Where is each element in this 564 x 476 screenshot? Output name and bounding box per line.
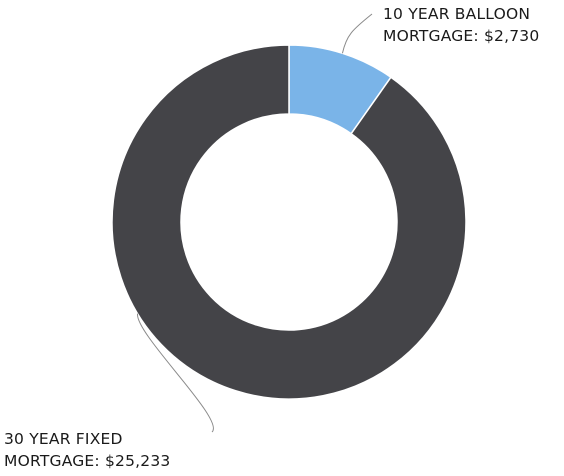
data-label-fixed: 30 YEAR FIXED MORTGAGE: $25,233 [4, 428, 170, 472]
data-label-fixed-line1: 30 YEAR FIXED [4, 430, 123, 448]
data-label-fixed-line2: MORTGAGE: $25,233 [4, 452, 171, 470]
leader-line-fixed [137, 313, 214, 433]
data-label-balloon: 10 YEAR BALLOON MORTGAGE: $2,730 [383, 3, 539, 47]
leader-line-balloon [341, 13, 373, 54]
data-label-balloon-line1: 10 YEAR BALLOON [383, 5, 531, 23]
donut-slice-fixed [111, 44, 467, 400]
data-label-balloon-line2: MORTGAGE: $2,730 [383, 27, 540, 45]
leader-lines [137, 13, 373, 433]
donut-slices [111, 44, 467, 400]
